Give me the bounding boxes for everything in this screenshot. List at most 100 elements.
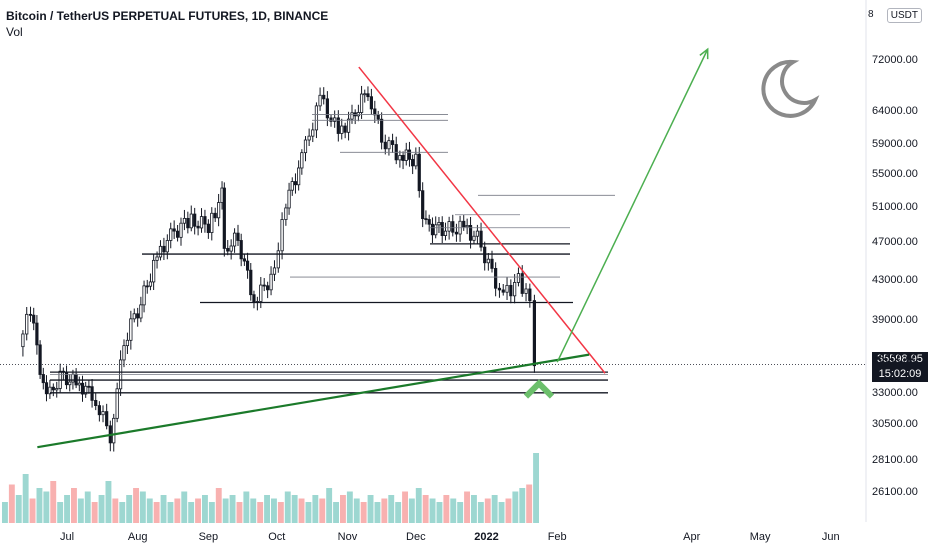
volume-bar	[471, 495, 477, 523]
candle-body	[297, 167, 301, 186]
candle-body	[287, 189, 291, 209]
candle-body	[311, 129, 315, 137]
volume-bar	[305, 502, 312, 523]
volume-bar	[457, 502, 464, 523]
candle-body	[97, 405, 101, 416]
volume-bar	[84, 491, 91, 523]
volume-bar	[415, 488, 422, 523]
candle-body	[142, 285, 146, 306]
candle-body	[245, 260, 250, 271]
currency-prefix: 8	[868, 9, 874, 20]
candle-body	[139, 304, 143, 319]
candle-body	[307, 135, 311, 141]
candle-body	[411, 158, 415, 167]
candle-body	[115, 388, 119, 419]
price-tick-label: 39000.00	[872, 314, 918, 326]
candle-body	[434, 224, 438, 236]
candle-body	[182, 217, 187, 224]
time-tick-label: Jul	[59, 531, 75, 543]
candle-body	[497, 287, 502, 291]
volume-bar	[360, 502, 367, 523]
price-tick-label: 59000.00	[872, 138, 918, 150]
bar-countdown: 15:02:09	[878, 368, 922, 380]
candle-body	[421, 190, 425, 220]
candle-body	[443, 230, 448, 236]
time-tick-label: May	[749, 531, 771, 543]
candle-body	[509, 284, 513, 297]
candle-body	[490, 258, 494, 269]
candle-body	[41, 374, 45, 384]
candle-body	[172, 228, 176, 232]
candle-body	[280, 219, 284, 252]
price-tick-label: 43000.00	[872, 274, 918, 286]
candle-body	[28, 313, 33, 316]
currency-button[interactable]: USDT	[886, 8, 922, 23]
volume-bar	[429, 498, 436, 523]
volume-bar	[367, 495, 374, 523]
volume-bar	[181, 491, 188, 523]
volume-bar	[98, 495, 105, 523]
candle-body	[262, 284, 266, 287]
time-tick-label: Dec	[406, 531, 426, 543]
projection-arrow-head	[699, 47, 709, 60]
candle-body	[284, 207, 288, 220]
volume-bar	[188, 502, 195, 523]
candle-body	[236, 232, 240, 241]
candle-body	[158, 245, 163, 258]
candle-body	[336, 117, 340, 134]
candle-body	[520, 273, 524, 294]
candle-body	[90, 386, 94, 401]
volume-bar	[119, 502, 126, 523]
price-tick-label: 64000.00	[872, 105, 918, 117]
candle-body	[398, 155, 402, 161]
volume-bar	[464, 491, 470, 523]
candle-body	[193, 213, 197, 227]
candle-body	[318, 94, 322, 107]
volume-bar	[243, 491, 250, 523]
price-tick-label: 28100.00	[872, 454, 918, 466]
volume-bar	[215, 488, 222, 523]
volume-bar	[291, 495, 298, 523]
candle-body	[528, 288, 532, 301]
candle-body	[232, 232, 237, 247]
candle-body	[447, 221, 451, 232]
candle-body	[35, 322, 39, 346]
candle-body	[196, 225, 200, 229]
volume-bar	[526, 484, 533, 523]
candle-body	[376, 114, 380, 120]
candle-body	[94, 399, 98, 407]
volume-bar	[408, 498, 415, 523]
candle-body	[505, 284, 509, 293]
support-trendline	[37, 353, 590, 449]
price-tick-label: 30500.00	[872, 418, 918, 430]
price-tick-label: 33000.00	[872, 387, 918, 399]
volume-bar	[519, 488, 526, 523]
candle-body	[269, 273, 273, 291]
bounce-chevron-icon	[523, 379, 555, 399]
candle-body	[532, 300, 537, 367]
candle-body	[239, 240, 243, 260]
time-tick-label: Apr	[683, 531, 701, 543]
candle-body	[451, 221, 455, 233]
last-price-value: 35598.95	[877, 353, 923, 365]
candle-body	[417, 153, 421, 192]
candle-body	[55, 388, 59, 391]
candle-body	[462, 220, 466, 228]
volume-bar	[139, 491, 146, 523]
candle-body	[165, 240, 169, 253]
time-tick-label: Oct	[268, 531, 286, 543]
candle-body	[380, 118, 384, 143]
candle-body	[242, 258, 246, 262]
candle-body	[524, 288, 528, 294]
candle-body	[179, 222, 183, 238]
volume-bar	[160, 495, 167, 523]
price-tick-label: 51000.00	[872, 201, 918, 213]
volume-bar	[450, 498, 457, 523]
candle-body	[346, 118, 351, 133]
volume-bar	[91, 502, 98, 523]
volume-bar	[64, 495, 70, 523]
candle-body	[430, 223, 435, 236]
volume-bar	[333, 502, 339, 523]
